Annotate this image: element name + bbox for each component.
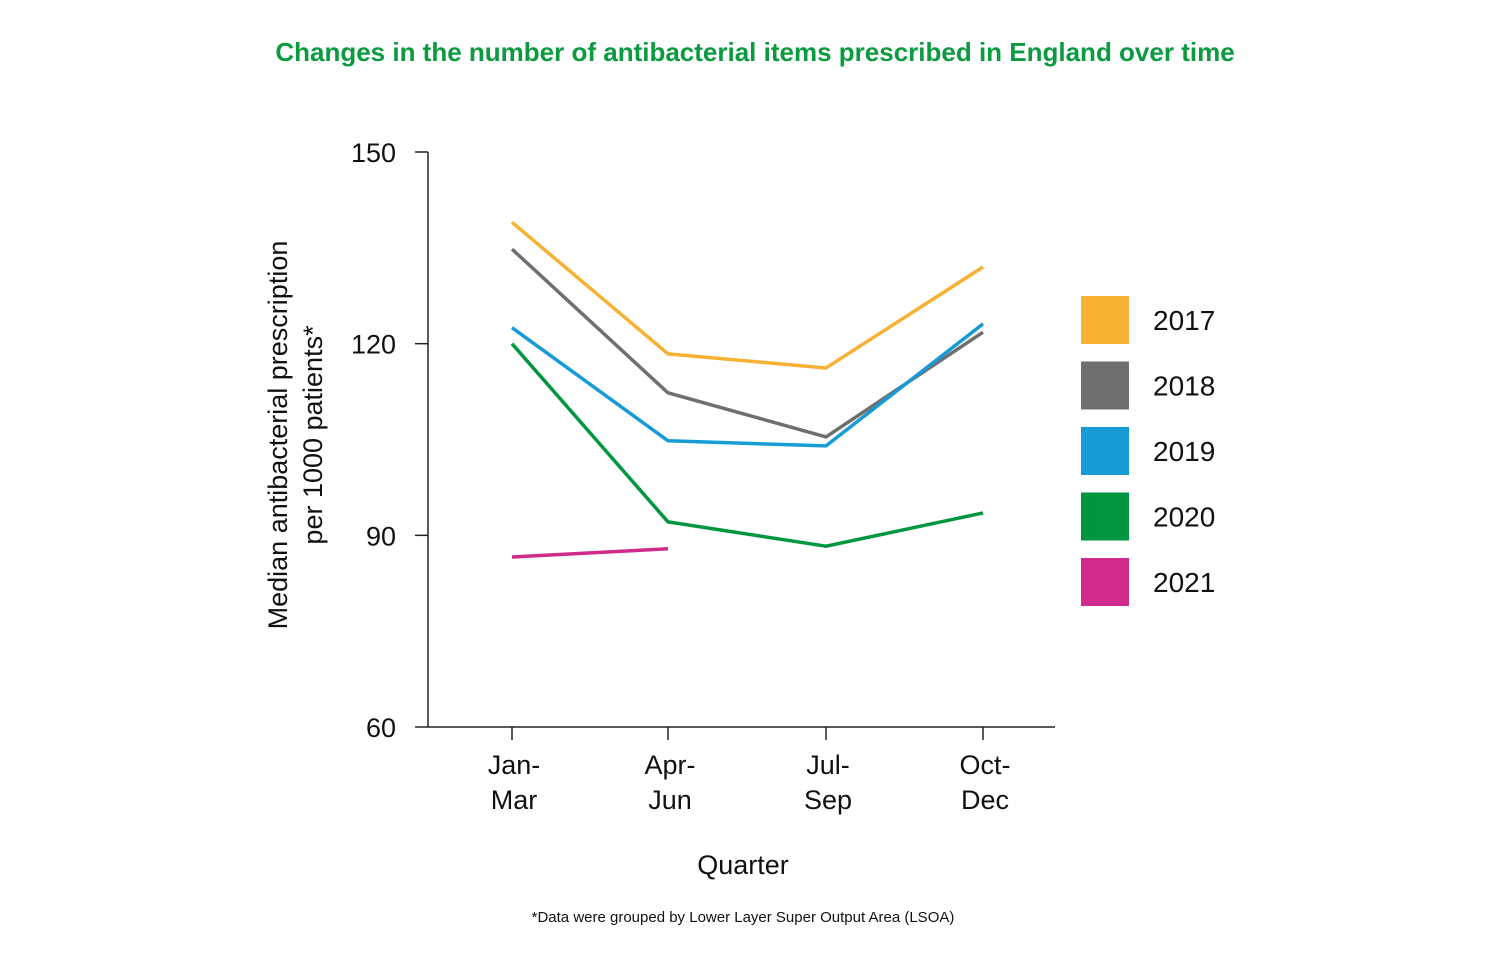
series-line-2019 bbox=[510, 322, 985, 448]
series-line-2017 bbox=[510, 220, 984, 370]
series-lines bbox=[510, 220, 985, 559]
legend-label-2019: 2019 bbox=[1153, 436, 1215, 467]
x-tick-label: Sep bbox=[804, 785, 852, 815]
series-line-2020 bbox=[510, 342, 984, 548]
x-axis-label: Quarter bbox=[697, 850, 789, 880]
legend-label-2021: 2021 bbox=[1153, 567, 1215, 598]
y-tick-label: 120 bbox=[351, 330, 396, 360]
series-line-2018 bbox=[510, 247, 984, 439]
legend-swatch-2018 bbox=[1081, 361, 1129, 410]
legend-label-2018: 2018 bbox=[1153, 371, 1215, 402]
legend: 2017 2018 2019 2020 2021 bbox=[1081, 296, 1215, 606]
x-tick-label: Jan- bbox=[488, 750, 541, 780]
series-line-2021 bbox=[511, 547, 669, 559]
legend-swatch-2017 bbox=[1081, 296, 1129, 344]
y-axis-label-line1: Median antibacterial prescription bbox=[263, 241, 293, 630]
x-tick-label: Jun bbox=[648, 785, 692, 815]
legend-swatch-2021 bbox=[1081, 558, 1129, 606]
y-axis-label-line2: per 1000 patients* bbox=[298, 325, 328, 545]
x-tick-label: Dec bbox=[961, 785, 1009, 815]
x-tick-label: Jul- bbox=[806, 750, 850, 780]
legend-label-2020: 2020 bbox=[1153, 502, 1215, 533]
y-tick-label: 90 bbox=[366, 521, 396, 551]
legend-swatch-2020 bbox=[1081, 492, 1129, 541]
y-tick-label: 150 bbox=[351, 138, 396, 168]
x-tick-label: Mar bbox=[491, 785, 538, 815]
footnote: *Data were grouped by Lower Layer Super … bbox=[532, 909, 955, 926]
x-tick-label: Apr- bbox=[644, 750, 695, 780]
legend-label-2017: 2017 bbox=[1153, 305, 1215, 336]
axes: 60 90 120 150 Jan- Mar Apr- Jun Jul- Sep Oct- Dec bbox=[351, 138, 1055, 815]
x-tick-label: Oct- bbox=[960, 750, 1011, 780]
legend-swatch-2019 bbox=[1081, 427, 1129, 475]
chart-title: Changes in the number of antibacterial i… bbox=[275, 37, 1234, 67]
y-tick-label: 60 bbox=[366, 713, 396, 743]
